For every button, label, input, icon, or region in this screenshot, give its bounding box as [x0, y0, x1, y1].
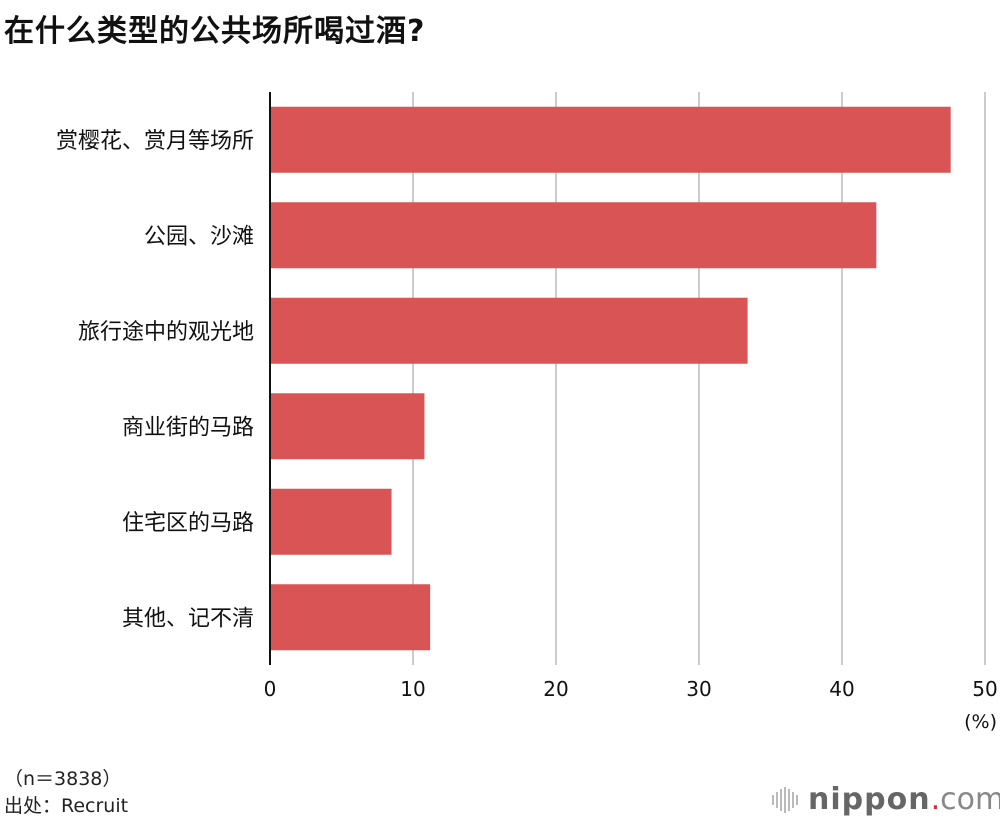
- bar: [270, 393, 425, 460]
- bar-chart: 0 10 20 30 40 50 (%) 赏樱花、赏月等场所公园、沙滩旅行途中的观光地商业街的…: [56, 92, 998, 733]
- category-label: 公园、沙滩: [144, 224, 254, 249]
- category-label: 其他、记不清: [122, 606, 254, 631]
- sample-size-note: （n＝3838）: [4, 768, 122, 790]
- chart-title: 在什么类型的公共场所喝过酒?: [4, 14, 426, 49]
- bar: [270, 584, 431, 651]
- x-tick-label: 20: [543, 677, 568, 701]
- logo-mark-icon: [772, 786, 798, 813]
- nippon-logo: nippon. com: [772, 782, 1000, 817]
- logo-dot: .: [930, 782, 941, 817]
- x-tick-label: 50: [972, 677, 997, 701]
- x-tick-label: 30: [686, 677, 711, 701]
- x-tick-label: 0: [264, 677, 277, 701]
- x-unit-label: (%): [964, 711, 997, 733]
- bar: [270, 488, 392, 555]
- x-tick-label: 10: [400, 677, 425, 701]
- source-note: 出处：Recruit: [4, 795, 129, 817]
- bar: [270, 202, 877, 269]
- category-label: 住宅区的马路: [122, 511, 254, 536]
- logo-tld: com: [940, 782, 1000, 817]
- category-label: 商业街的马路: [122, 415, 254, 440]
- x-tick-label: 40: [829, 677, 854, 701]
- category-label: 赏樱花、赏月等场所: [56, 129, 254, 154]
- bar: [270, 106, 951, 173]
- category-label: 旅行途中的观光地: [78, 320, 254, 345]
- logo-name: nippon: [808, 782, 931, 817]
- bar: [270, 297, 748, 364]
